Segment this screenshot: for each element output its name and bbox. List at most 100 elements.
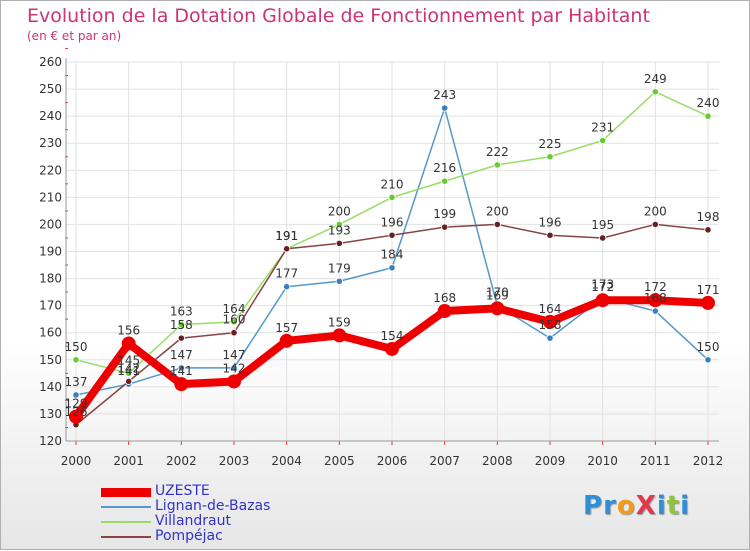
data-point bbox=[335, 239, 343, 247]
data-point bbox=[441, 223, 449, 231]
y-tick-label: 170 bbox=[39, 299, 62, 313]
data-label: 159 bbox=[328, 315, 351, 329]
data-label: 196 bbox=[539, 215, 562, 229]
y-tick-label: 160 bbox=[39, 326, 62, 340]
data-label: 141 bbox=[170, 364, 193, 378]
data-label: 129 bbox=[65, 397, 88, 411]
data-label: 173 bbox=[591, 278, 614, 292]
y-axis-ticks: 120 130 140 150 160 170 180 190 200 210 220 230 240 2… bbox=[39, 55, 62, 448]
data-label: 168 bbox=[433, 291, 456, 305]
data-label: 216 bbox=[433, 161, 456, 175]
legend-label: Pompéjac bbox=[155, 528, 223, 544]
logo-letter: X bbox=[635, 491, 657, 521]
data-label: 169 bbox=[486, 288, 509, 302]
y-tick-label: 250 bbox=[39, 82, 62, 96]
data-label: 179 bbox=[328, 261, 351, 275]
data-label: 172 bbox=[644, 280, 667, 294]
y-tick-label: 140 bbox=[39, 380, 62, 394]
legend-swatch bbox=[101, 506, 151, 508]
legend-label: Villandraut bbox=[155, 513, 231, 529]
x-tick-label: 2002 bbox=[166, 454, 197, 468]
data-point bbox=[595, 293, 610, 308]
data-label: 163 bbox=[170, 305, 193, 319]
data-label: 172 bbox=[591, 280, 614, 294]
chart-subtitle: (en € et par an) bbox=[27, 29, 122, 43]
data-point bbox=[69, 409, 83, 424]
logo-letter: P bbox=[583, 491, 604, 521]
data-point bbox=[177, 320, 185, 329]
axes bbox=[65, 47, 719, 445]
data-point bbox=[230, 329, 238, 337]
data-point bbox=[177, 334, 185, 342]
x-tick-label: 2007 bbox=[429, 454, 460, 468]
y-tick-label: 180 bbox=[39, 272, 62, 286]
x-tick-label: 2009 bbox=[535, 454, 566, 468]
data-point bbox=[388, 264, 396, 272]
data-point bbox=[704, 356, 712, 364]
legend-swatch bbox=[101, 487, 151, 497]
x-tick-label: 2005 bbox=[324, 454, 355, 468]
y-tick-label: 230 bbox=[39, 136, 62, 150]
data-label: 145 bbox=[117, 353, 140, 367]
data-point bbox=[546, 334, 554, 342]
data-label: 240 bbox=[697, 96, 720, 110]
data-point bbox=[72, 356, 80, 364]
y-tick-label: 210 bbox=[39, 190, 62, 204]
y-tick-label: 190 bbox=[39, 245, 62, 259]
data-point bbox=[332, 328, 347, 343]
data-point bbox=[174, 377, 189, 392]
data-label: 196 bbox=[381, 215, 404, 229]
y-tick-label: 150 bbox=[39, 353, 62, 367]
chart-title: Evolution de la Dotation Globale de Fonc… bbox=[27, 5, 650, 27]
data-label: 154 bbox=[381, 329, 404, 343]
data-label: 184 bbox=[381, 248, 404, 262]
data-point bbox=[599, 234, 607, 242]
data-point bbox=[704, 226, 712, 234]
data-label: 170 bbox=[486, 286, 509, 300]
data-label: 156 bbox=[117, 324, 140, 338]
legend-swatch bbox=[101, 521, 151, 523]
data-point bbox=[704, 112, 712, 120]
x-tick-label: 2000 bbox=[61, 454, 92, 468]
data-point bbox=[283, 245, 291, 253]
data-label: 150 bbox=[697, 340, 720, 354]
data-label: 200 bbox=[644, 204, 667, 218]
data-point bbox=[493, 161, 501, 169]
data-label: 231 bbox=[591, 121, 614, 135]
data-point bbox=[441, 104, 449, 112]
data-point bbox=[648, 293, 663, 308]
data-point bbox=[283, 283, 291, 291]
x-tick-label: 2006 bbox=[377, 454, 408, 468]
data-point bbox=[335, 277, 343, 285]
logo-letter: r bbox=[603, 491, 617, 521]
logo-letter: i bbox=[680, 491, 691, 521]
data-point bbox=[72, 391, 80, 399]
logo-letter: o bbox=[616, 491, 636, 521]
data-label: 222 bbox=[486, 145, 509, 159]
x-tick-label: 2003 bbox=[219, 454, 250, 468]
data-point bbox=[651, 220, 659, 229]
data-point bbox=[385, 341, 399, 356]
data-label: 199 bbox=[433, 207, 456, 221]
data-point bbox=[599, 136, 607, 145]
x-tick-label: 2012 bbox=[693, 454, 724, 468]
data-point bbox=[437, 304, 452, 319]
data-label: 200 bbox=[486, 204, 509, 218]
data-point bbox=[701, 295, 715, 310]
data-label: 193 bbox=[328, 223, 351, 237]
data-labels: 137 141 147 147 177 179 184 243 170 158 173 168 150 1… bbox=[65, 72, 720, 419]
data-label: 142 bbox=[117, 361, 140, 375]
data-label: 160 bbox=[223, 313, 246, 327]
data-label: 158 bbox=[539, 318, 562, 332]
data-label: 168 bbox=[644, 291, 667, 305]
data-label: 158 bbox=[170, 318, 193, 332]
y-tick-label: 240 bbox=[39, 109, 62, 123]
data-point bbox=[279, 333, 294, 348]
y-tick-label: 220 bbox=[39, 163, 62, 177]
data-point bbox=[230, 318, 238, 326]
x-tick-label: 2010 bbox=[587, 454, 618, 468]
data-label: 191 bbox=[275, 229, 298, 243]
x-tick-label: 2008 bbox=[482, 454, 513, 468]
data-label: 200 bbox=[328, 204, 351, 218]
